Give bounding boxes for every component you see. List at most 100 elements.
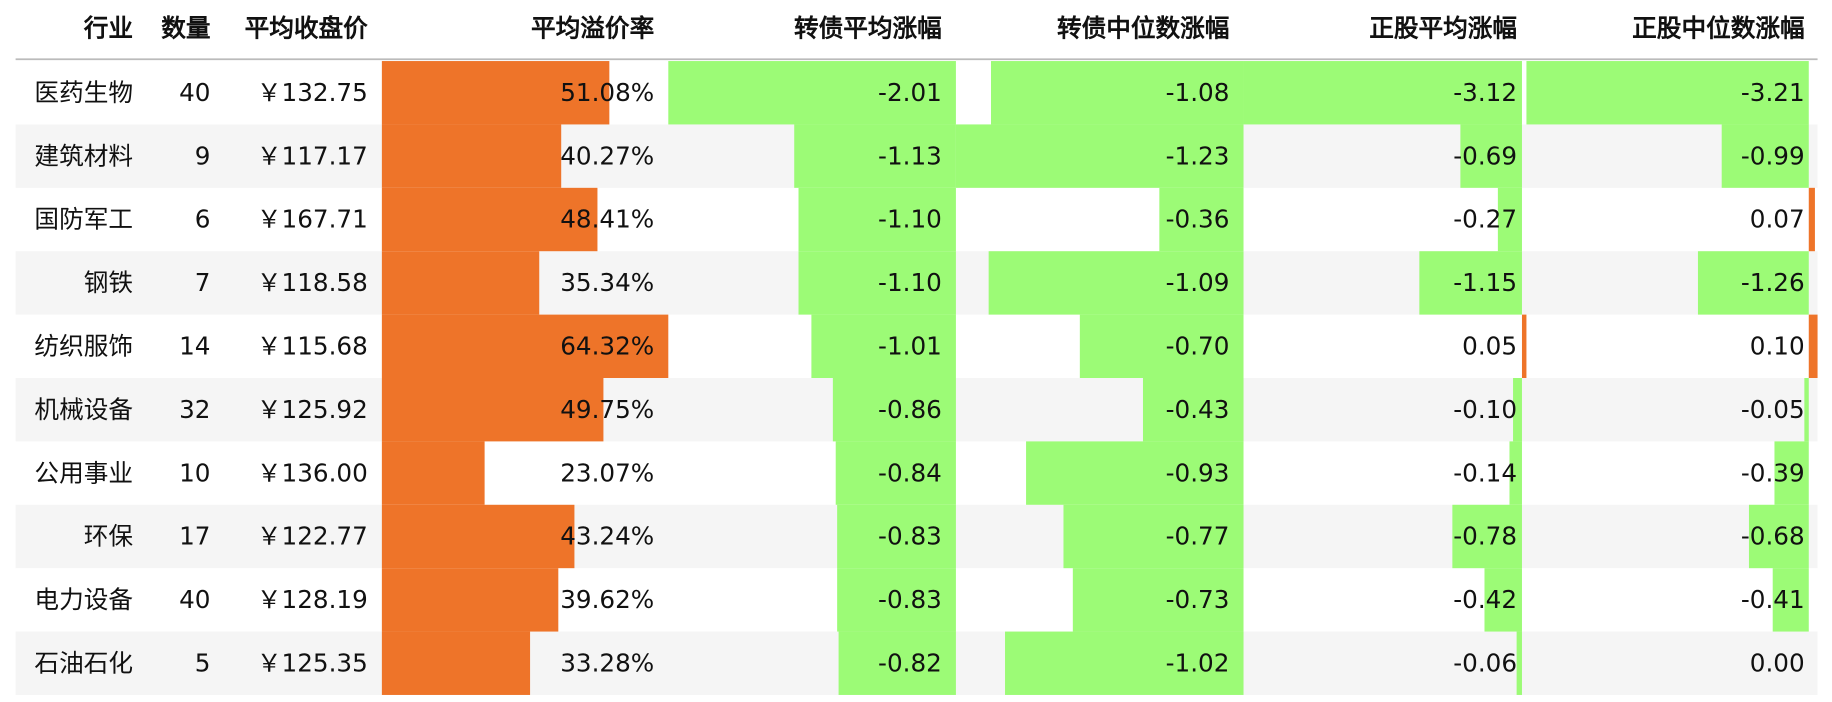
row-label: 机械设备 [34, 395, 133, 424]
cell-value: 10 [179, 458, 210, 487]
cell-value: 40 [179, 585, 210, 614]
data-bar [1005, 631, 1244, 695]
cell-value: 35.34% [560, 268, 654, 297]
data-bar [990, 61, 1244, 125]
data-bar [838, 631, 956, 695]
data-bar [988, 251, 1244, 315]
data-bar [1243, 61, 1522, 125]
cell-value: ￥136.00 [257, 458, 368, 487]
data-bar [1804, 378, 1809, 442]
cell-value: -1.10 [878, 268, 942, 297]
cell-value: -2.01 [878, 78, 942, 107]
data-bar [1026, 441, 1244, 505]
data-bar [1509, 441, 1522, 505]
column-header: 转债平均涨幅 [794, 13, 942, 42]
cell-value: ￥125.92 [257, 395, 368, 424]
cell-value: -0.99 [1741, 141, 1805, 170]
cell-value: 49.75% [560, 395, 654, 424]
cell-value: -0.42 [1453, 585, 1517, 614]
column-header: 平均收盘价 [245, 13, 369, 42]
cell-value: 17 [179, 522, 210, 551]
cell-value: -1.02 [1166, 648, 1230, 677]
column-header: 平均溢价率 [531, 13, 654, 42]
cell-value: ￥117.17 [257, 141, 368, 170]
data-bar [381, 504, 575, 569]
cell-value: ￥118.58 [257, 268, 368, 297]
column-header: 行业 [83, 13, 133, 42]
data-bar [811, 314, 956, 378]
cell-value: 43.24% [560, 522, 654, 551]
data-bar [1079, 314, 1244, 378]
row-label: 电力设备 [34, 585, 133, 614]
cell-value: ￥115.68 [257, 331, 368, 360]
cell-value: 48.41% [560, 205, 654, 234]
row-label: 石油石化 [34, 648, 133, 677]
cell-value: -0.78 [1453, 522, 1517, 551]
cell-value: 0.07 [1750, 205, 1805, 234]
data-bar [381, 124, 562, 188]
cell-value: -1.15 [1453, 268, 1517, 297]
column-header: 正股中位数涨幅 [1632, 13, 1804, 42]
data-bar [1521, 314, 1527, 378]
column-header: 数量 [161, 13, 210, 42]
data-bar [1159, 187, 1244, 252]
cell-value: 9 [195, 141, 211, 170]
cell-value: 0.05 [1462, 331, 1517, 360]
cell-value: -0.77 [1166, 522, 1230, 551]
data-bar [1748, 504, 1809, 569]
data-bar [381, 441, 485, 505]
data-bar [798, 251, 956, 315]
cell-value: -1.09 [1166, 268, 1230, 297]
data-bar [1721, 124, 1809, 188]
cell-value: -1.08 [1166, 78, 1230, 107]
cell-value: -0.39 [1741, 458, 1805, 487]
row-label: 钢铁 [84, 268, 133, 297]
cell-value: -0.43 [1166, 395, 1230, 424]
data-bar [381, 187, 598, 252]
cell-value: ￥125.35 [257, 648, 368, 677]
cell-value: 6 [195, 205, 211, 234]
row-label: 医药生物 [34, 78, 133, 107]
data-bar [668, 61, 956, 125]
row-label: 公用事业 [34, 458, 133, 487]
row-label: 国防军工 [34, 205, 133, 234]
data-bar [794, 124, 956, 188]
cell-value: 0.00 [1750, 648, 1805, 677]
row-label: 环保 [84, 522, 134, 551]
data-bar [837, 504, 956, 569]
cell-value: 14 [179, 331, 210, 360]
cell-value: 39.62% [560, 585, 654, 614]
data-bar [832, 378, 956, 442]
cell-value: -0.84 [878, 458, 942, 487]
column-header: 正股平均涨幅 [1369, 13, 1517, 42]
data-bar [798, 187, 956, 252]
data-bar [955, 124, 1244, 188]
cell-value: -0.73 [1166, 585, 1230, 614]
data-bar [1526, 61, 1809, 125]
cell-value: -0.14 [1453, 458, 1517, 487]
data-bar [1697, 251, 1809, 315]
cell-value: -1.26 [1741, 268, 1805, 297]
row-label: 建筑材料 [34, 141, 133, 170]
cell-value: -0.10 [1453, 395, 1517, 424]
data-bar [1452, 504, 1522, 569]
data-bar [1808, 314, 1818, 378]
cell-value: 64.32% [560, 331, 654, 360]
cell-value: ￥132.75 [257, 78, 368, 107]
cell-value: -1.01 [878, 331, 942, 360]
cell-value: -3.12 [1453, 78, 1517, 107]
cell-value: 40.27% [560, 141, 654, 170]
cell-value: 32 [179, 395, 210, 424]
cell-value: -0.27 [1453, 205, 1517, 234]
data-bar [1516, 631, 1522, 695]
cell-value: -1.13 [878, 141, 942, 170]
cell-value: ￥122.77 [257, 522, 368, 551]
data-bar [381, 61, 610, 125]
cell-value: -1.23 [1166, 141, 1230, 170]
data-bar [1072, 568, 1244, 632]
data-bar [1808, 187, 1815, 252]
cell-value: 0.10 [1750, 331, 1805, 360]
column-header: 转债中位数涨幅 [1057, 13, 1229, 42]
